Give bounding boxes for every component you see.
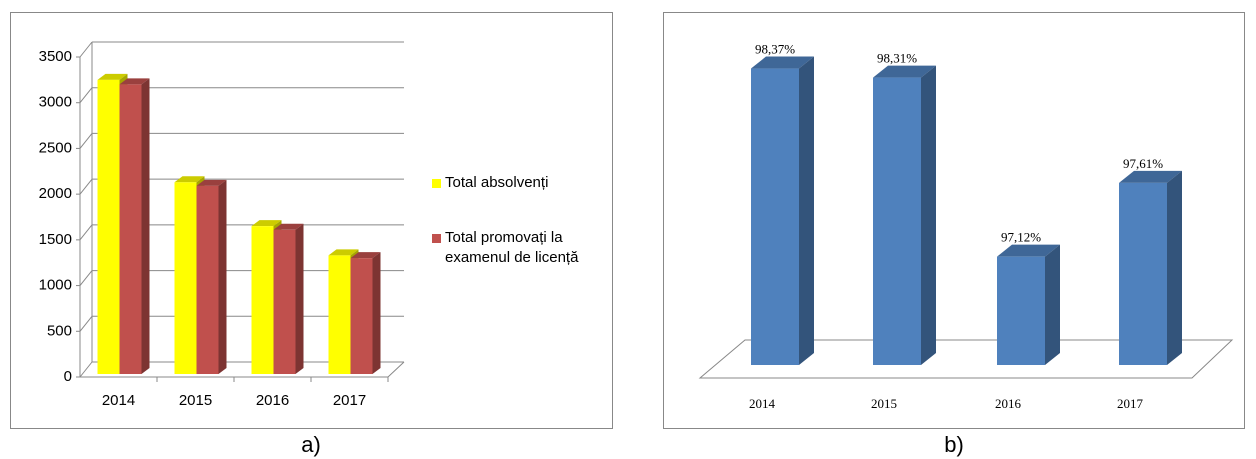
bar-side [799,56,814,366]
x-tick-label: 2016 [995,396,1022,411]
data-label: 97,12% [1001,230,1041,245]
grid-line [79,87,93,104]
bar-side [141,78,150,374]
bar-side [1167,170,1182,365]
bar [751,68,799,366]
x-tick-label: 2014 [102,392,135,409]
x-tick-label: 2017 [1117,396,1144,411]
grid-line [79,41,93,58]
caption-b: b) [944,432,964,457]
y-tick-label: 0 [64,368,72,385]
bar-top [119,78,150,85]
grid-line [79,315,93,332]
bar-top [97,73,128,80]
bar [997,256,1045,365]
bar-top [251,220,282,227]
bar-side [295,223,304,374]
y-tick-label: 1000 [39,277,72,294]
x-tick-label: 2015 [179,392,212,409]
x-tick-label: 2014 [749,396,776,411]
bar-side [921,65,936,365]
bar-top [350,252,381,259]
grid-line [79,224,93,241]
data-label: 98,37% [755,42,795,57]
caption-a: a) [301,432,321,457]
bar [196,185,219,374]
bar-side [218,179,227,374]
grid-line [79,133,93,149]
bar-top [328,249,359,256]
bar [97,79,120,374]
legend-label: Total promovați la examenul de licență [445,229,579,266]
legend-entry: Total absolvenți [445,174,549,191]
legend-swatch [432,234,441,243]
floor [698,339,1234,379]
bar-side [372,252,381,374]
y-tick-label: 2000 [39,185,72,202]
bar-top [273,223,304,230]
x-tick-label: 2015 [871,396,897,411]
legend-label: Total absolvenți [445,174,549,191]
y-tick-label: 3500 [39,48,72,65]
legend-swatch [432,179,441,188]
bar [119,84,142,374]
y-tick-label: 2500 [39,139,72,156]
data-label: 98,31% [877,51,917,66]
y-tick-label: 1500 [39,231,72,248]
bar-side [1045,244,1060,365]
grid-line [79,178,93,195]
grid-line [79,361,93,378]
bar [174,182,197,374]
bar-top [751,56,814,69]
bar-top [997,244,1060,257]
bar [273,229,296,374]
bar [350,258,373,374]
x-tick-label: 2017 [333,392,366,409]
bar [873,77,921,365]
bar [328,255,351,374]
x-tick-label: 2016 [256,392,289,409]
y-tick-label: 3000 [39,94,72,111]
bar-top [873,65,936,78]
bar-top [174,176,205,183]
legend-entry: Total promovați la examenul de licență [445,229,579,266]
bar-top [1119,170,1182,183]
data-label: 97,61% [1123,156,1163,171]
y-tick-label: 500 [47,322,72,339]
grid-line [79,270,93,286]
bar-top [196,179,227,186]
bar [1119,182,1167,365]
bar [251,226,274,374]
